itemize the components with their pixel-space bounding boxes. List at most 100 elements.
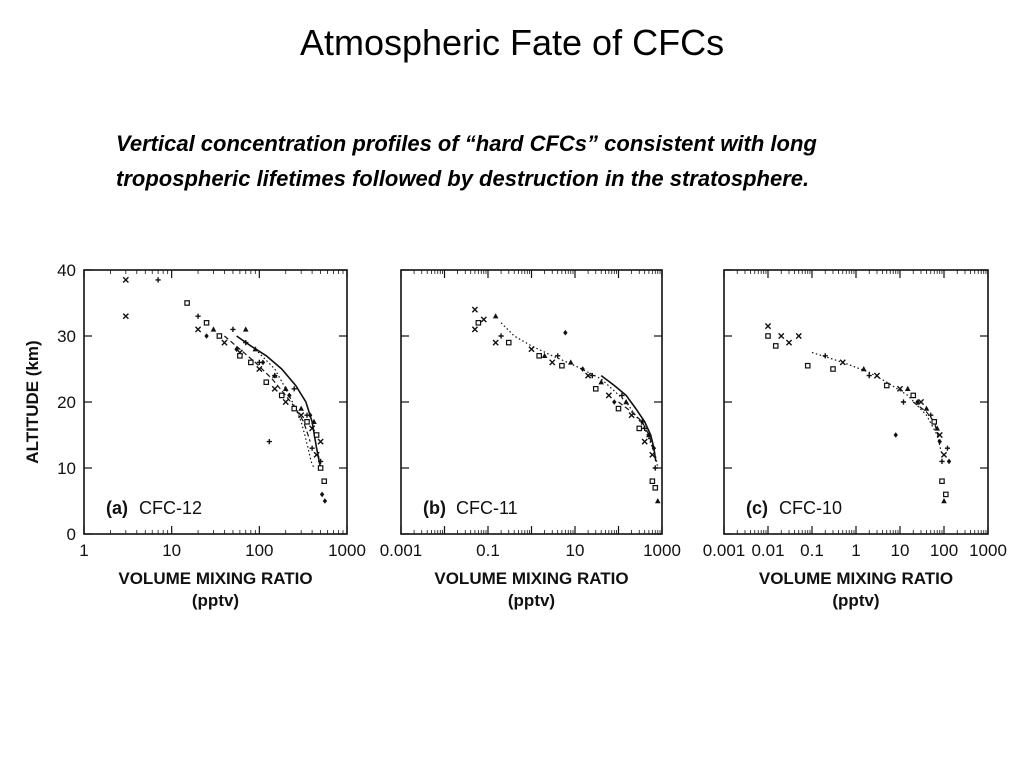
data-point-x-marker	[313, 451, 320, 458]
data-point-x-marker	[585, 372, 592, 379]
data-point-x-marker	[221, 339, 228, 346]
data-point-plus-marker	[309, 445, 315, 451]
data-series-square	[475, 320, 659, 491]
data-point-triangle-marker	[252, 346, 259, 352]
x-tick-label: 10	[566, 541, 585, 560]
panel-label: (a)	[106, 498, 128, 518]
data-point-plus-marker	[652, 465, 658, 471]
model-curve-dashed	[618, 401, 654, 449]
data-point-square-marker	[652, 485, 659, 491]
data-point-diamond-marker	[260, 359, 266, 366]
model-curve-dashed	[224, 335, 311, 442]
x-axis-unit: (pptv)	[832, 591, 879, 610]
compound-name: CFC-12	[139, 498, 202, 518]
data-point-plus-marker	[866, 373, 872, 379]
data-series-triangle	[860, 366, 947, 504]
slide-subtitle: Vertical concentration profiles of “hard…	[116, 131, 817, 191]
data-point-diamond-marker	[563, 329, 568, 336]
x-tick-label: 0.001	[703, 541, 746, 560]
data-series-square	[765, 333, 949, 498]
data-point-triangle-marker	[923, 405, 930, 411]
data-point-x-marker	[936, 431, 943, 439]
data-series-diamond	[204, 333, 328, 504]
x-tick-label: 1	[851, 541, 860, 560]
data-point-square-marker	[304, 419, 310, 425]
data-point-plus-marker	[589, 373, 595, 379]
data-point-x-marker	[471, 326, 478, 333]
data-point-square-marker	[216, 333, 223, 339]
data-point-square-marker	[313, 432, 320, 438]
data-point-x-marker	[122, 276, 129, 283]
x-tick-label: 0.1	[800, 541, 824, 560]
x-tick-label: 100	[245, 541, 273, 560]
model-curve-solid	[236, 335, 322, 469]
compound-name: CFC-10	[779, 498, 842, 518]
plot-frame	[83, 269, 348, 535]
y-tick-label: 30	[57, 327, 76, 346]
y-tick-label: 40	[57, 261, 76, 280]
y-axis-label: ALTITUDE (km)	[23, 340, 42, 463]
data-point-square-marker	[804, 362, 811, 369]
data-point-diamond-marker	[946, 458, 952, 465]
x-axis-label: VOLUME MIXING RATIO	[118, 569, 312, 588]
data-point-triangle-marker	[654, 498, 661, 504]
data-point-x-marker	[778, 332, 785, 340]
data-point-plus-marker	[555, 353, 561, 359]
data-point-plus-marker	[939, 458, 945, 464]
data-point-square-marker	[931, 419, 938, 425]
x-tick-label: 10	[162, 541, 181, 560]
data-point-plus-marker	[642, 425, 648, 431]
data-point-square-marker	[636, 425, 643, 432]
data-point-plus-marker	[291, 386, 297, 392]
x-axis-unit: (pptv)	[192, 591, 239, 610]
data-point-x-marker	[940, 451, 948, 458]
data-point-plus-marker	[822, 353, 828, 359]
data-point-x-marker	[649, 451, 656, 458]
data-point-square-marker	[559, 362, 565, 369]
data-series-x	[471, 306, 656, 458]
data-point-triangle-marker	[541, 352, 548, 358]
data-point-triangle-marker	[298, 405, 304, 411]
data-point-plus-marker	[318, 458, 324, 464]
data-point-plus-marker	[900, 399, 907, 405]
data-point-square-marker	[248, 359, 254, 366]
data-point-plus-marker	[619, 392, 625, 398]
data-point-diamond-marker	[287, 392, 292, 399]
data-point-square-marker	[649, 478, 656, 485]
data-point-triangle-marker	[646, 432, 652, 438]
data-point-square-marker	[830, 366, 836, 372]
data-point-x-marker	[549, 359, 556, 366]
data-point-diamond-marker	[319, 491, 325, 498]
data-point-plus-marker	[243, 340, 249, 346]
data-point-triangle-marker	[282, 385, 289, 391]
data-point-x-marker	[795, 332, 802, 340]
data-point-square-marker	[291, 405, 298, 412]
data-series-plus	[822, 353, 951, 464]
data-point-triangle-marker	[210, 326, 217, 332]
data-point-square-marker	[765, 333, 771, 339]
model-curve-dotted	[254, 348, 315, 469]
data-point-x-marker	[256, 365, 263, 373]
data-point-square-marker	[263, 379, 270, 386]
chart-panel-1: 1 10 100 1000 0 10 20 30 40 (a) CFC-12 VOLUME MIXIN…	[57, 261, 366, 610]
data-point-x-marker	[194, 326, 202, 333]
x-tick-label: 0.1	[476, 541, 500, 560]
data-point-diamond-marker	[937, 438, 942, 445]
x-tick-label: 1000	[969, 541, 1007, 560]
data-series-plus	[498, 333, 658, 471]
data-point-plus-marker	[944, 445, 951, 451]
data-point-x-marker	[309, 425, 316, 432]
model-curve-dashed	[912, 401, 941, 442]
data-point-x-marker	[480, 316, 487, 323]
data-series-plus	[155, 277, 324, 464]
slide-title: Atmospheric Fate of CFCs	[299, 22, 725, 63]
data-point-plus-marker	[155, 277, 161, 283]
data-point-diamond-marker	[307, 412, 313, 418]
data-point-plus-marker	[230, 326, 236, 332]
data-series-square	[184, 300, 328, 485]
data-series-diamond	[893, 399, 952, 465]
data-point-diamond-marker	[893, 432, 898, 438]
data-point-x-marker	[764, 323, 772, 330]
chart-panel-3: 0.001 0.01 0.1 1 10 100 1000 (c) CFC-10 VOLUME MI…	[703, 269, 1007, 610]
